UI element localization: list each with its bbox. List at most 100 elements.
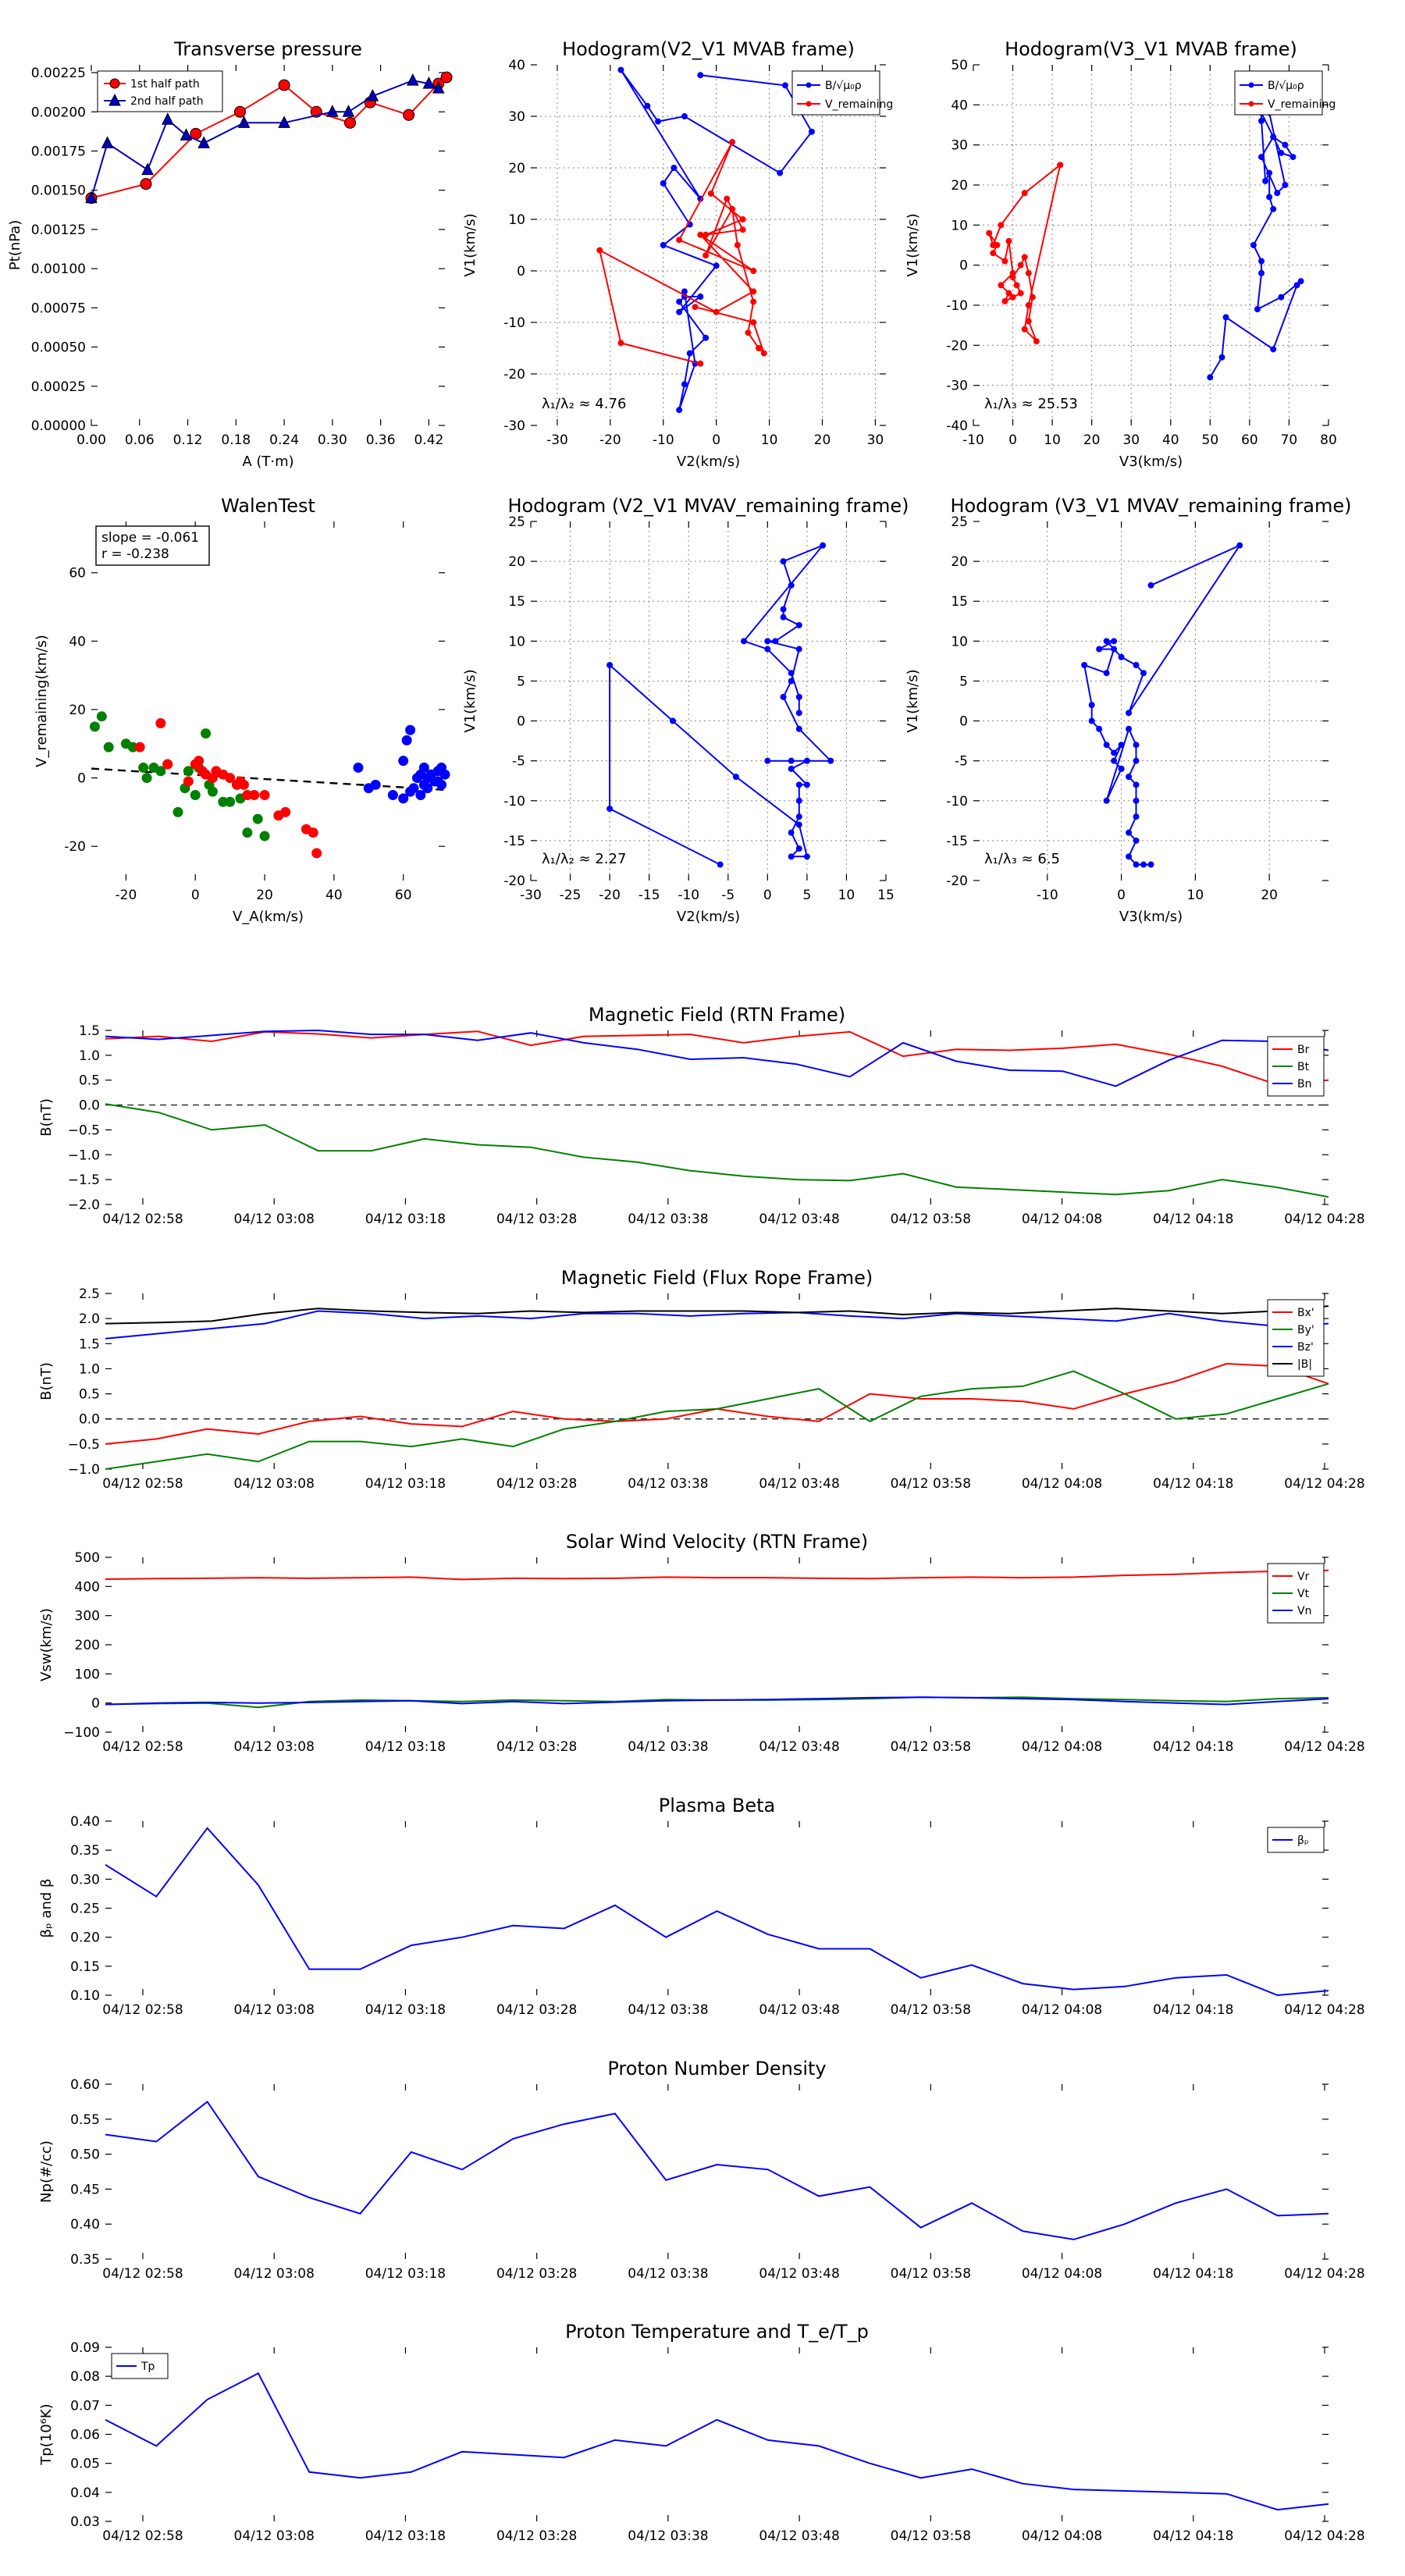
x-tick-label: 04/12 03:28 <box>496 2266 577 2282</box>
data-point <box>440 71 453 84</box>
data-point <box>422 783 433 794</box>
x-tick-label: -10 <box>678 888 699 903</box>
x-tick-label: 04/12 02:58 <box>102 2266 183 2282</box>
data-point <box>183 766 194 777</box>
chart-temp: 0.03 0.04 0.05 0.06 0.07 0.08 0.09 Proton Tempe… <box>38 2321 1365 2544</box>
y-tick-label: 0.30 <box>70 1872 100 1888</box>
series-line <box>620 69 813 411</box>
data-point <box>795 725 802 732</box>
data-point <box>140 178 152 190</box>
y-tick-label: 0 <box>77 771 86 787</box>
ratio-annotation: λ₁/λ₃ ≈ 25.53 <box>984 396 1078 412</box>
annotation-line: r = -0.238 <box>101 546 169 562</box>
legend-label: Vr <box>1297 1571 1310 1583</box>
x-tick-label: 20 <box>256 888 273 903</box>
data-point <box>676 298 683 305</box>
data-point <box>134 742 145 753</box>
y-tick-label: 0.07 <box>70 2398 100 2414</box>
x-tick-label: 04/12 03:48 <box>759 1739 839 1755</box>
x-tick-label: 0 <box>191 888 200 903</box>
legend-marker <box>1248 82 1254 88</box>
y-axis-label: V1(km/s) <box>905 213 921 276</box>
legend: Br Bt Bn <box>1267 1036 1325 1097</box>
data-point <box>827 757 834 764</box>
x-axis-label: V2(km/s) <box>677 454 740 470</box>
y-tick-label: 0.50 <box>70 2147 100 2163</box>
data-point <box>795 845 802 852</box>
legend-label: B/√μ₀ρ <box>825 80 862 92</box>
data-point <box>681 113 688 119</box>
data-point <box>1009 274 1016 281</box>
y-tick-label: 0.35 <box>70 1843 100 1859</box>
x-tick-label: 04/12 03:18 <box>365 2002 446 2018</box>
y-tick-label: 300 <box>75 1609 100 1624</box>
y-axis-label: Tp(10⁶K) <box>38 2403 55 2465</box>
data-point <box>1270 205 1277 212</box>
data-point <box>750 298 757 305</box>
legend-label: Bz' <box>1297 1341 1314 1354</box>
data-point <box>750 268 757 274</box>
x-tick-label: -20 <box>116 888 137 903</box>
data-point <box>660 242 667 248</box>
data-point <box>780 606 787 613</box>
y-tick-label: 60 <box>69 566 86 582</box>
data-point <box>1025 318 1032 325</box>
legend: B/√μ₀ρ V_remaining <box>791 70 893 116</box>
data-point <box>1258 154 1265 161</box>
data-point <box>194 756 205 767</box>
y-tick-label: 40 <box>508 58 525 73</box>
data-point <box>370 779 381 790</box>
x-tick-label: 04/12 03:28 <box>496 2528 577 2544</box>
y-tick-label: 1.5 <box>79 1336 100 1352</box>
data-point <box>732 774 739 781</box>
x-tick-label: 04/12 03:28 <box>496 1739 577 1755</box>
x-tick-label: 0.36 <box>366 432 396 448</box>
data-point <box>1282 182 1289 188</box>
data-point <box>1001 258 1008 265</box>
series-line <box>105 1103 1329 1198</box>
y-tick-label: 25 <box>951 514 968 530</box>
data-point <box>1266 169 1273 176</box>
data-point <box>311 848 322 859</box>
chart-hodo3: -30 -25 -20 -15 -10 -5 0 5 10 15 -20 -15 -10 -5 0 5 10 15… <box>462 495 909 925</box>
data-point <box>1297 278 1304 285</box>
x-axis-label: V3(km/s) <box>1119 909 1183 925</box>
data-point <box>1096 646 1103 653</box>
series-line <box>91 80 439 198</box>
series-line <box>105 1030 1329 1085</box>
data-point <box>788 853 795 860</box>
y-tick-label: 100 <box>75 1667 100 1682</box>
data-point <box>617 340 624 347</box>
x-tick-label: 04/12 03:18 <box>365 1739 446 1755</box>
data-point <box>697 231 704 238</box>
x-tick-label: 04/12 03:28 <box>496 1212 577 1227</box>
y-tick-label: -20 <box>64 839 86 855</box>
y-tick-label: 0.00200 <box>31 105 86 120</box>
series-line <box>105 1310 1329 1340</box>
data-point <box>1021 254 1028 261</box>
y-tick-label: 0.40 <box>70 1814 100 1830</box>
data-point <box>803 853 810 860</box>
y-tick-label: -10 <box>503 794 525 809</box>
y-tick-label: -40 <box>946 418 968 434</box>
chart-density: 0.35 0.40 0.45 0.50 0.55 0.60 Proton Number De… <box>38 2058 1365 2282</box>
legend-marker <box>806 101 812 107</box>
chart-title: Hodogram (V2_V1 MVAV_remaining frame) <box>507 495 909 517</box>
x-tick-label: 04/12 03:28 <box>496 1476 577 1492</box>
data-point <box>326 105 339 117</box>
y-tick-label: 0.00100 <box>31 262 86 277</box>
legend: Vr Vt Vn <box>1267 1563 1325 1624</box>
x-tick-label: 04/12 04:28 <box>1284 2002 1364 2018</box>
x-tick-label: 0 <box>763 888 772 903</box>
legend-label: Bt <box>1297 1061 1310 1073</box>
data-point <box>772 638 779 645</box>
data-point <box>1133 662 1140 668</box>
data-point <box>660 180 667 187</box>
data-point <box>681 381 688 388</box>
x-tick-label: 20 <box>814 432 831 448</box>
data-point <box>1133 742 1140 749</box>
data-point <box>1126 829 1133 836</box>
data-point <box>697 294 704 300</box>
y-tick-label: 0.05 <box>70 2457 100 2472</box>
legend-label: |B| <box>1297 1358 1312 1371</box>
